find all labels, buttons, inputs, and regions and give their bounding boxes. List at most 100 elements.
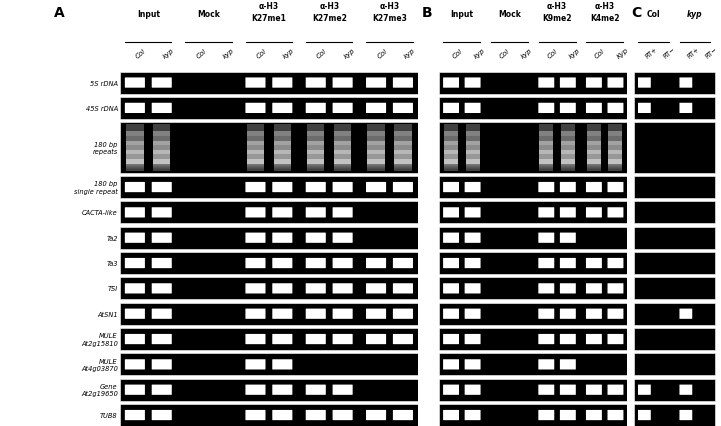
- Bar: [394, 152, 412, 153]
- Bar: [247, 134, 264, 135]
- FancyBboxPatch shape: [151, 385, 172, 395]
- Bar: [444, 125, 458, 126]
- Bar: [634, 227, 715, 249]
- Text: α-H3: α-H3: [547, 2, 567, 11]
- Bar: [334, 170, 351, 171]
- Bar: [439, 227, 627, 249]
- FancyBboxPatch shape: [306, 410, 326, 420]
- Bar: [466, 169, 479, 170]
- Bar: [126, 137, 143, 138]
- Bar: [561, 133, 575, 134]
- Bar: [561, 157, 575, 158]
- Bar: [153, 127, 170, 129]
- Bar: [444, 138, 458, 139]
- FancyBboxPatch shape: [443, 385, 459, 395]
- Bar: [247, 142, 264, 144]
- Bar: [539, 158, 553, 160]
- Bar: [274, 169, 291, 170]
- Bar: [367, 150, 385, 152]
- Bar: [274, 152, 291, 153]
- FancyBboxPatch shape: [245, 360, 265, 370]
- FancyBboxPatch shape: [586, 309, 602, 319]
- Bar: [153, 154, 170, 155]
- Bar: [561, 147, 575, 148]
- Bar: [307, 126, 324, 127]
- Bar: [334, 141, 351, 142]
- Bar: [394, 164, 412, 165]
- FancyBboxPatch shape: [125, 78, 145, 89]
- FancyBboxPatch shape: [586, 334, 602, 344]
- Bar: [247, 135, 264, 137]
- Bar: [247, 145, 264, 146]
- Bar: [539, 131, 553, 132]
- Bar: [609, 134, 622, 135]
- Bar: [466, 158, 479, 160]
- FancyBboxPatch shape: [366, 258, 386, 268]
- FancyBboxPatch shape: [245, 334, 265, 344]
- Bar: [609, 132, 622, 133]
- Bar: [247, 133, 264, 134]
- FancyBboxPatch shape: [273, 258, 293, 268]
- FancyBboxPatch shape: [586, 78, 602, 89]
- Bar: [444, 132, 458, 133]
- Bar: [334, 160, 351, 161]
- Bar: [307, 145, 324, 146]
- FancyBboxPatch shape: [560, 182, 576, 193]
- Bar: [539, 146, 553, 147]
- Bar: [539, 132, 553, 133]
- Bar: [444, 162, 458, 163]
- Bar: [334, 144, 351, 145]
- Bar: [120, 278, 418, 299]
- Bar: [466, 145, 479, 146]
- FancyBboxPatch shape: [393, 258, 413, 268]
- Text: K27me1: K27me1: [252, 14, 286, 23]
- Bar: [247, 148, 264, 149]
- Bar: [153, 129, 170, 130]
- FancyBboxPatch shape: [608, 104, 624, 114]
- Bar: [367, 133, 385, 134]
- Bar: [634, 379, 715, 401]
- FancyBboxPatch shape: [393, 182, 413, 193]
- Bar: [609, 135, 622, 137]
- Bar: [334, 140, 351, 141]
- Bar: [587, 158, 601, 160]
- Bar: [367, 165, 385, 167]
- Bar: [394, 153, 412, 154]
- Bar: [394, 160, 412, 161]
- Bar: [153, 167, 170, 168]
- Bar: [466, 140, 479, 141]
- Bar: [274, 154, 291, 155]
- Bar: [247, 160, 264, 161]
- Bar: [367, 142, 385, 144]
- Bar: [153, 126, 170, 127]
- FancyBboxPatch shape: [539, 410, 554, 420]
- Bar: [561, 146, 575, 147]
- Bar: [466, 156, 479, 157]
- Bar: [587, 145, 601, 146]
- Bar: [466, 170, 479, 171]
- Bar: [444, 165, 458, 167]
- FancyBboxPatch shape: [306, 78, 326, 89]
- Bar: [126, 154, 143, 155]
- Bar: [561, 145, 575, 146]
- Bar: [153, 152, 170, 153]
- Text: Gene
At2g19650: Gene At2g19650: [81, 383, 118, 396]
- Text: Col: Col: [255, 48, 267, 60]
- Text: RT−: RT−: [704, 46, 718, 60]
- Bar: [466, 131, 479, 132]
- Bar: [539, 162, 553, 163]
- Bar: [334, 132, 351, 133]
- Bar: [153, 134, 170, 135]
- Bar: [609, 127, 622, 129]
- Bar: [307, 144, 324, 145]
- Bar: [247, 130, 264, 131]
- Bar: [126, 155, 143, 156]
- FancyBboxPatch shape: [125, 410, 145, 420]
- Bar: [439, 202, 627, 224]
- Bar: [367, 129, 385, 130]
- Bar: [367, 168, 385, 169]
- FancyBboxPatch shape: [245, 258, 265, 268]
- Bar: [609, 138, 622, 139]
- Bar: [153, 135, 170, 137]
- FancyBboxPatch shape: [332, 208, 353, 218]
